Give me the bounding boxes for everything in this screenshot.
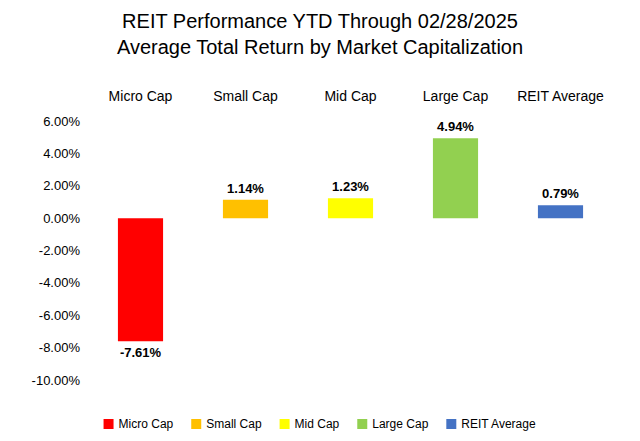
svg-text:-10.00%: -10.00% bbox=[32, 373, 81, 388]
svg-text:6.00%: 6.00% bbox=[43, 114, 80, 129]
svg-text:REIT Performance YTD Through 0: REIT Performance YTD Through 02/28/2025 bbox=[122, 10, 518, 32]
svg-text:-8.00%: -8.00% bbox=[39, 340, 81, 355]
svg-text:-6.00%: -6.00% bbox=[39, 308, 81, 323]
svg-text:4.00%: 4.00% bbox=[43, 146, 80, 161]
svg-text:Large Cap: Large Cap bbox=[372, 417, 428, 431]
svg-text:1.14%: 1.14% bbox=[227, 181, 264, 196]
svg-text:0.00%: 0.00% bbox=[43, 211, 80, 226]
svg-text:1.23%: 1.23% bbox=[332, 179, 369, 194]
svg-text:Large Cap: Large Cap bbox=[423, 88, 489, 104]
svg-text:REIT Average: REIT Average bbox=[517, 88, 604, 104]
svg-text:2.00%: 2.00% bbox=[43, 178, 80, 193]
svg-text:4.94%: 4.94% bbox=[437, 119, 474, 134]
svg-text:-4.00%: -4.00% bbox=[39, 275, 81, 290]
svg-text:Mid Cap: Mid Cap bbox=[295, 417, 340, 431]
svg-text:REIT Average: REIT Average bbox=[461, 417, 536, 431]
svg-text:Small Cap: Small Cap bbox=[213, 88, 278, 104]
svg-text:-2.00%: -2.00% bbox=[39, 243, 81, 258]
svg-text:-7.61%: -7.61% bbox=[120, 345, 162, 360]
svg-text:Average Total Return by Market: Average Total Return by Market Capitaliz… bbox=[117, 36, 523, 58]
svg-text:0.79%: 0.79% bbox=[542, 186, 579, 201]
svg-text:Small Cap: Small Cap bbox=[206, 417, 262, 431]
svg-text:Mid Cap: Mid Cap bbox=[324, 88, 376, 104]
svg-text:Micro Cap: Micro Cap bbox=[119, 417, 174, 431]
svg-text:Micro Cap: Micro Cap bbox=[109, 88, 173, 104]
